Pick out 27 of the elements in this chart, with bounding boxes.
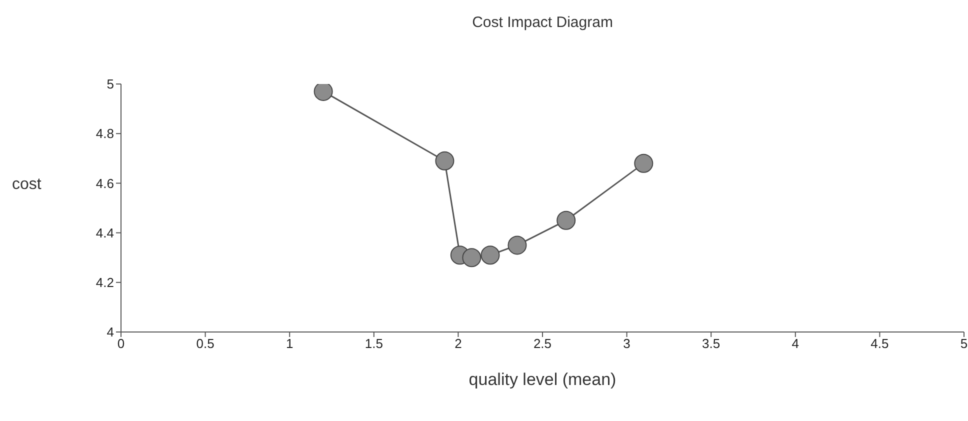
x-tick-label: 0 — [117, 336, 125, 352]
point — [634, 154, 654, 173]
x-tick-label: 4.5 — [870, 336, 889, 352]
x-tick-label: 0.5 — [196, 336, 214, 352]
y-tick-label: 4.6 — [96, 176, 114, 191]
x-tick-label: 3 — [623, 336, 630, 352]
x-tick-label: 2.5 — [533, 336, 552, 352]
x-tick-label: 2 — [454, 336, 462, 352]
point — [314, 84, 333, 101]
y-tick-label: 5 — [106, 76, 114, 92]
x-axis-title: quality level (mean) — [468, 370, 618, 390]
point — [480, 246, 500, 265]
y-tick-label: 4.4 — [96, 225, 114, 240]
point — [462, 248, 482, 268]
y-axis-title: cost — [12, 176, 42, 194]
y-tick-label: 4.2 — [96, 275, 114, 290]
x-tick-label: 4 — [792, 336, 800, 352]
point — [556, 210, 576, 230]
point — [508, 236, 527, 255]
x-tick-label: 3.5 — [702, 336, 720, 352]
chart-title: Cost Impact Diagram — [471, 14, 614, 31]
x-tick-label: 1.5 — [364, 336, 383, 352]
y-tick-label: 4.8 — [96, 126, 114, 142]
x-tick-label: 5 — [960, 336, 968, 352]
point — [435, 151, 454, 170]
x-tick-label: 1 — [286, 336, 294, 352]
y-tick-label: 4 — [106, 324, 114, 340]
